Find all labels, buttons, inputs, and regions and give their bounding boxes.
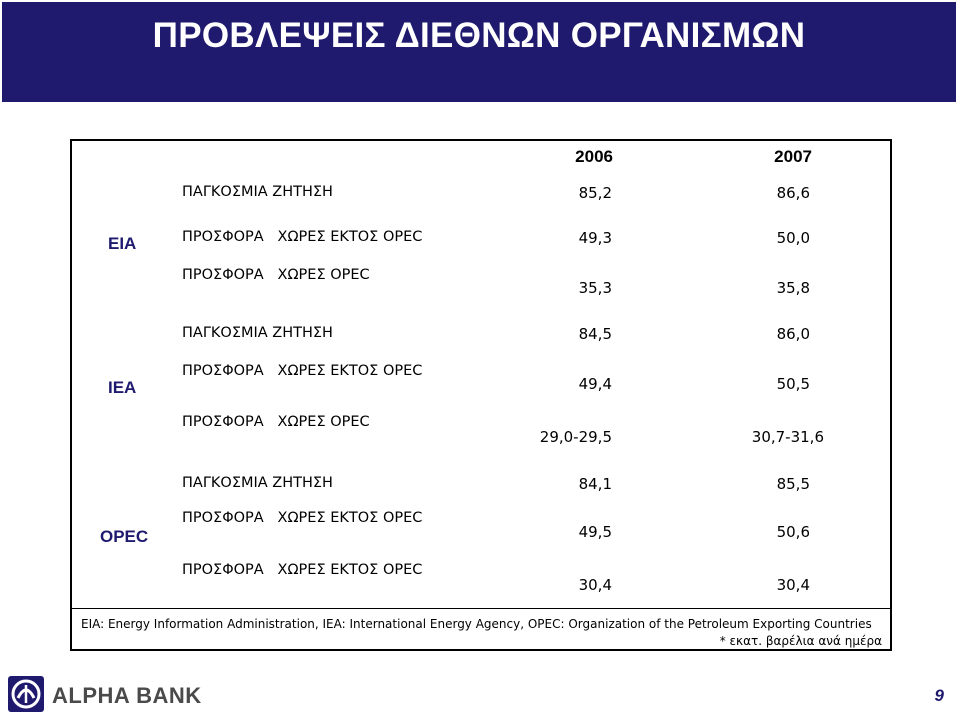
value-2007: 50,5 — [776, 375, 810, 393]
year-header-2006-cell: 2006 — [482, 141, 686, 172]
year-header-2007-cell: 2007 — [685, 141, 890, 172]
table-cell-2007: 50,0 — [685, 216, 890, 262]
table-cell-2006: 84,1 — [482, 463, 686, 505]
row-label: ΠΑΓΚΟΣΜΙΑ ΖΗΤΗΣΗ — [182, 325, 333, 341]
page-title: ΠΡΟΒΛΕΨΕΙΣ ΔΙΕΘΝΩΝ ΟΡΓΑΝΙΣΜΩΝ — [152, 16, 806, 55]
value-2006: 49,4 — [578, 375, 612, 393]
title-banner: ΠΡΟΒΛΕΨΕΙΣ ΔΙΕΘΝΩΝ ΟΡΓΑΝΙΣΜΩΝ — [2, 2, 956, 102]
row-label: ΠΡΟΣΦΟΡΑ ΧΩΡΕΣ ΕΚΤΟΣ OPEC — [182, 363, 423, 379]
table-row-label: ΠΡΟΣΦΟΡΑ ΧΩΡΕΣ OPEC — [173, 261, 483, 313]
table-cell-2006: 49,4 — [482, 357, 686, 409]
table-cell-2007: 50,5 — [685, 357, 890, 409]
units-note: * εκατ. βαρέλια ανά ημέρα — [719, 634, 882, 648]
footnote-abbreviations: EIA: Energy Information Administration, … — [81, 617, 872, 631]
table-cell-2007: 30,7-31,6 — [685, 408, 890, 464]
value-2007: 85,5 — [776, 475, 810, 493]
table-row-label: ΠΑΓΚΟΣΜΙΑ ΖΗΤΗΣΗ — [173, 312, 483, 358]
value-2006: 35,3 — [578, 279, 612, 297]
agency-cell-opec: OPEC — [72, 463, 174, 609]
value-2007: 86,6 — [776, 184, 810, 202]
brand-name: ALPHA BANK — [52, 683, 202, 708]
table-cell-2007: 50,6 — [685, 504, 890, 557]
table-row-label: ΠΡΟΣΦΟΡΑ ΧΩΡΕΣ ΕΚΤΟΣ OPEC — [173, 504, 483, 557]
table-cell-2007: 85,5 — [685, 463, 890, 505]
agency-eia: EIA — [108, 234, 137, 253]
row-label: ΠΡΟΣΦΟΡΑ ΧΩΡΕΣ ΕΚΤΟΣ OPEC — [182, 229, 423, 245]
table-cell-2006: 84,5 — [482, 312, 686, 358]
agency-cell-eia: EIA — [72, 171, 174, 313]
value-2006: 29,0-29,5 — [539, 428, 612, 446]
header-label-cell — [173, 141, 483, 172]
row-label: ΠΡΟΣΦΟΡΑ ΧΩΡΕΣ ΕΚΤΟΣ OPEC — [182, 510, 423, 526]
table-cell-2006: 35,3 — [482, 261, 686, 313]
table-row-label: ΠΡΟΣΦΟΡΑ ΧΩΡΕΣ ΕΚΤΟΣ OPEC — [173, 357, 483, 409]
agency-opec: OPEC — [100, 527, 149, 546]
value-2007: 30,7-31,6 — [751, 428, 824, 446]
table-cell-2007: 86,0 — [685, 312, 890, 358]
row-label: ΠΑΓΚΟΣΜΙΑ ΖΗΤΗΣΗ — [182, 475, 333, 491]
table-cell-2007: 35,8 — [685, 261, 890, 313]
table-row-label: ΠΡΟΣΦΟΡΑ ΧΩΡΕΣ ΕΚΤΟΣ OPEC — [173, 556, 483, 609]
value-2007: 50,6 — [776, 523, 810, 541]
row-label: ΠΡΟΣΦΟΡΑ ΧΩΡΕΣ ΕΚΤΟΣ OPEC — [182, 562, 423, 578]
table-cell-2006: 49,5 — [482, 504, 686, 557]
table-row-label: ΠΑΓΚΟΣΜΙΑ ΖΗΤΗΣΗ — [173, 463, 483, 505]
table-cell-2006: 29,0-29,5 — [482, 408, 686, 464]
alpha-bank-logo-icon — [8, 676, 44, 712]
row-label: ΠΡΟΣΦΟΡΑ ΧΩΡΕΣ OPEC — [182, 414, 370, 430]
value-2007: 50,0 — [776, 229, 810, 247]
value-2006: 84,5 — [578, 325, 612, 343]
table-cell-2006: 85,2 — [482, 171, 686, 217]
value-2006: 30,4 — [578, 576, 612, 594]
value-2007: 30,4 — [776, 576, 810, 594]
table-cell-2007: 30,4 — [685, 556, 890, 609]
table-cell-2006: 30,4 — [482, 556, 686, 609]
header-blank-cell — [72, 141, 174, 172]
alpha-logo-mark — [11, 679, 41, 709]
value-2006: 49,3 — [578, 229, 612, 247]
table-row-label: ΠΡΟΣΦΟΡΑ ΧΩΡΕΣ OPEC — [173, 408, 483, 464]
value-2006: 85,2 — [578, 184, 612, 202]
agency-cell-iea: IEA — [72, 312, 174, 464]
year-header-2007: 2007 — [774, 147, 812, 166]
value-2006: 84,1 — [578, 475, 612, 493]
table-row-label: ΠΡΟΣΦΟΡΑ ΧΩΡΕΣ ΕΚΤΟΣ OPEC — [173, 216, 483, 262]
value-2007: 35,8 — [776, 279, 810, 297]
table-cell-2007: 86,6 — [685, 171, 890, 217]
table-row-label: ΠΑΓΚΟΣΜΙΑ ΖΗΤΗΣΗ — [173, 171, 483, 217]
value-2006: 49,5 — [578, 523, 612, 541]
forecast-table: 2006 2007 EIA ΠΑΓΚΟΣΜΙΑ ΖΗΤΗΣΗ 85,2 86,6… — [70, 139, 892, 651]
table-cell-2006: 49,3 — [482, 216, 686, 262]
value-2007: 86,0 — [776, 325, 810, 343]
row-label: ΠΡΟΣΦΟΡΑ ΧΩΡΕΣ OPEC — [182, 267, 370, 283]
agency-iea: IEA — [108, 378, 137, 397]
row-label: ΠΑΓΚΟΣΜΙΑ ΖΗΤΗΣΗ — [182, 184, 333, 200]
page-number: 9 — [934, 686, 944, 705]
year-header-2006: 2006 — [575, 147, 613, 166]
